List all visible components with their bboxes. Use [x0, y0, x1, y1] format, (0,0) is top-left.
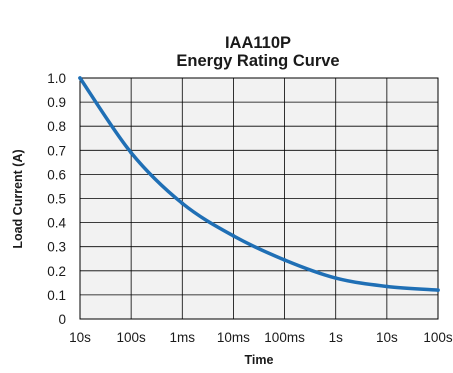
x-tick-label: 100s — [423, 330, 453, 345]
x-tick-label: 10s — [69, 330, 91, 345]
y-tick-label: 0.8 — [47, 119, 66, 134]
y-tick-label: 0.1 — [47, 288, 66, 303]
data-point — [436, 288, 440, 292]
data-point — [129, 150, 133, 155]
data-point — [180, 201, 185, 206]
x-tick-label: 100ms — [264, 330, 305, 345]
grid-lines — [80, 78, 438, 319]
data-point — [78, 76, 82, 80]
y-tick-label: 0.5 — [47, 192, 66, 207]
y-tick-label: 0.2 — [47, 264, 66, 279]
y-tick-labels: 0 0.1 0.2 0.3 0.4 0.5 0.6 0.7 0.8 0.9 1.0 — [47, 71, 66, 327]
data-point — [333, 276, 338, 280]
x-tick-label: 1s — [329, 330, 344, 345]
x-tick-labels: 10s 100s 1ms 10ms 100ms 1s 10s 100s — [69, 330, 453, 345]
data-point — [385, 284, 389, 289]
series-points — [78, 76, 440, 292]
y-tick-label: 0.4 — [47, 216, 66, 231]
x-tick-label: 1ms — [170, 330, 196, 345]
plot-border — [79, 77, 439, 320]
y-tick-label: 1.0 — [47, 71, 66, 86]
chart-title: IAA110P — [225, 34, 291, 52]
x-tick-label: 100s — [117, 330, 147, 345]
y-tick-label: 0 — [58, 312, 66, 327]
data-point — [282, 258, 287, 262]
y-tick-label: 0.7 — [47, 143, 66, 158]
y-tick-label: 0.6 — [47, 167, 66, 182]
x-tick-label: 10s — [376, 330, 398, 345]
y-tick-label: 0.9 — [47, 95, 66, 110]
data-point — [231, 234, 236, 238]
y-tick-label: 0.3 — [47, 240, 66, 255]
x-tick-label: 10ms — [217, 330, 250, 345]
y-axis-label: Load Current (A) — [11, 149, 25, 248]
chart-subtitle: Energy Rating Curve — [176, 52, 339, 70]
x-axis-label: Time — [245, 353, 274, 367]
